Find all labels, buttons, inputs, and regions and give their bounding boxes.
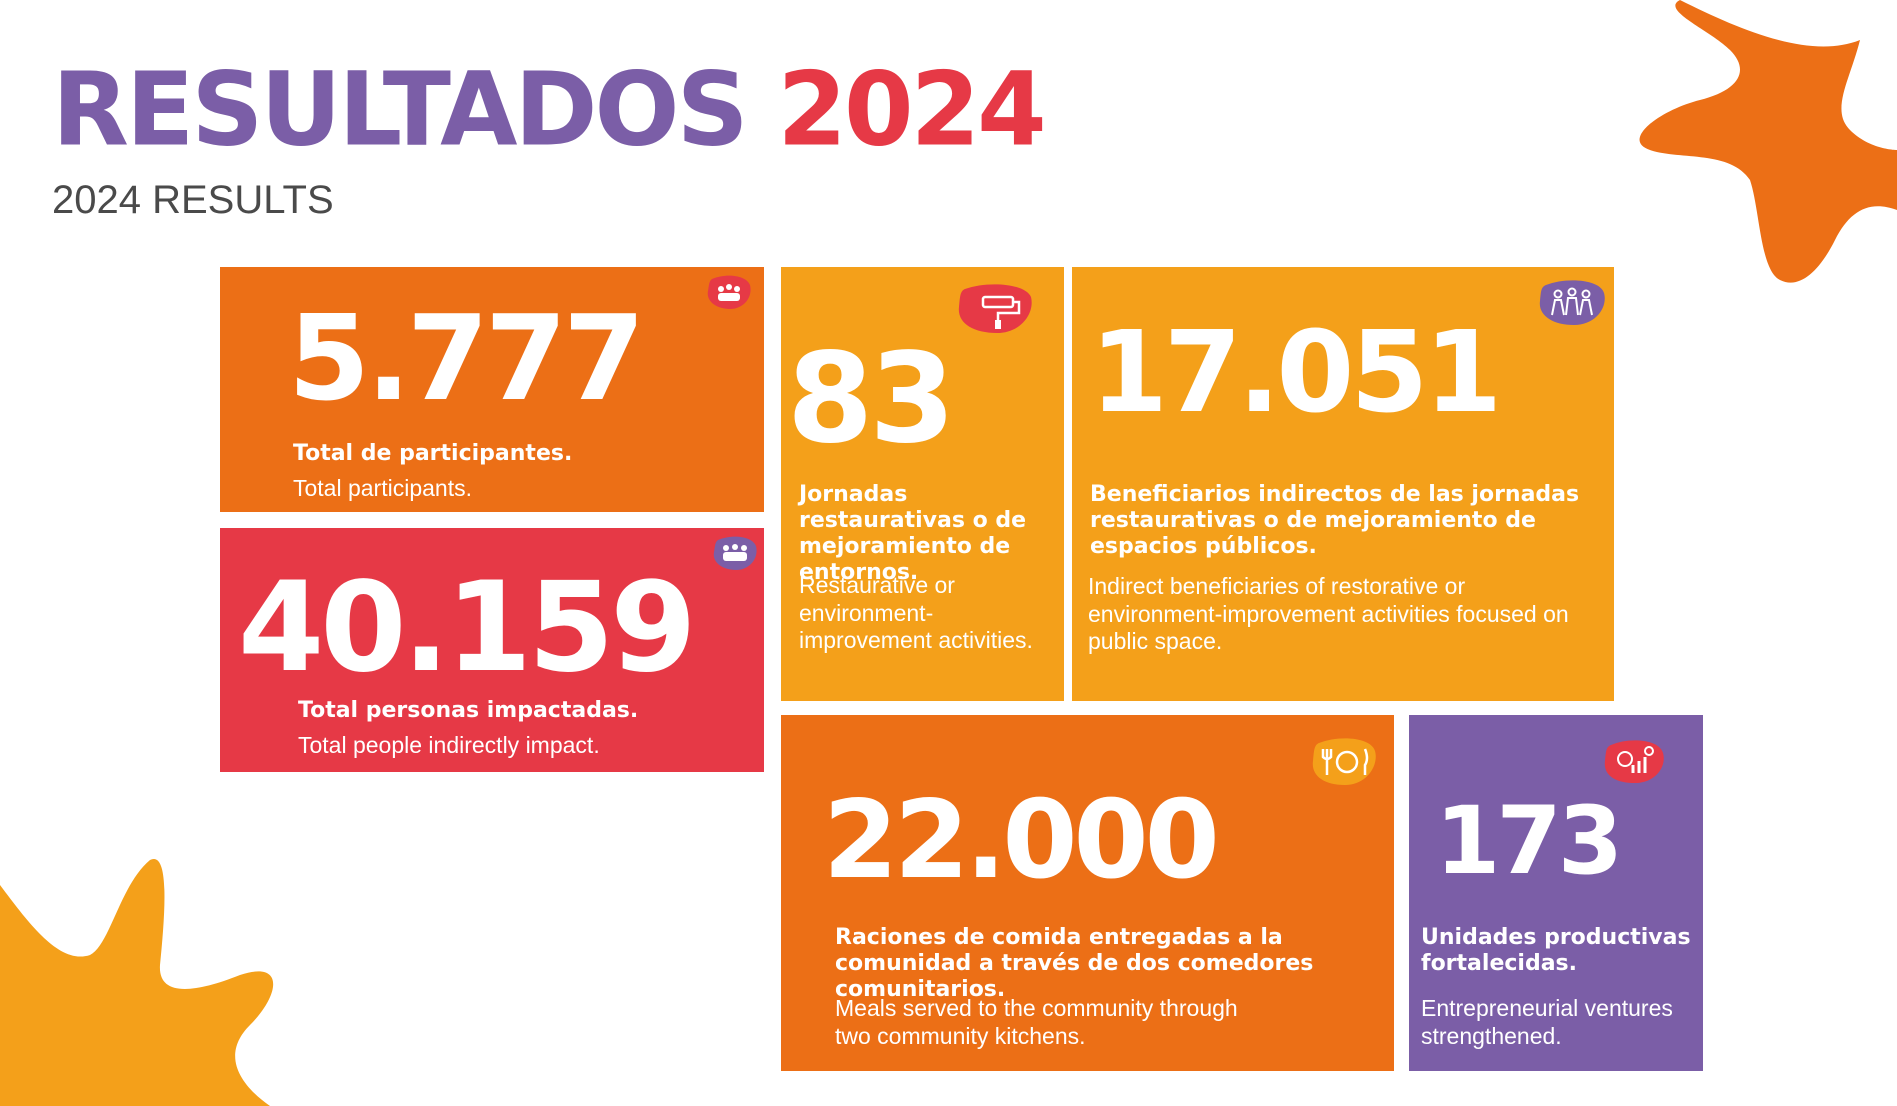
amber-flower-decoration-bottom-left <box>0 858 274 1106</box>
stat-sub: Entrepreneurial ventures strengthened. <box>1421 995 1673 1049</box>
people-group-icon <box>707 275 751 309</box>
stat-value: 173 <box>1435 787 1623 896</box>
stat-card-people-impacted: 40.159 Total personas impactadas. Total … <box>220 528 764 772</box>
stat-sub: Total people indirectly impact. <box>298 732 600 758</box>
stat-label: Raciones de comida entregadas a la comun… <box>835 925 1314 1002</box>
title-year: 2024 <box>777 49 1046 170</box>
stat-value: 22.000 <box>823 778 1220 903</box>
stat-label: Total de participantes. <box>293 441 573 466</box>
stat-card-meals-served: 22.000 Raciones de comida entregadas a l… <box>781 715 1394 1071</box>
stat-label: Unidades productivas fortalecidas. <box>1421 925 1691 976</box>
stat-card-indirect-beneficiaries: 17.051 Beneficiarios indirectos de las j… <box>1072 267 1614 701</box>
page-subtitle: 2024 RESULTS <box>52 178 334 222</box>
stat-label: Jornadas restaurativas o de mejoramiento… <box>799 482 1027 585</box>
family-group-icon <box>1539 280 1605 325</box>
stat-sub: Total participants. <box>293 475 472 501</box>
stat-sub: Indirect beneficiaries of restorative or… <box>1088 573 1569 655</box>
stat-sub: Meals served to the community through tw… <box>835 995 1238 1049</box>
family-icon <box>713 536 757 570</box>
plate-cutlery-icon <box>1312 738 1376 785</box>
stat-sub: Restaurative or environment-improvement … <box>799 572 1033 654</box>
business-growth-icon <box>1604 740 1664 783</box>
stat-card-participants: 5.777 Total de participantes. Total part… <box>220 267 764 512</box>
stat-label: Beneficiarios indirectos de las jornadas… <box>1090 482 1580 559</box>
stat-value: 40.159 <box>238 556 697 700</box>
title-main: RESULTADOS <box>52 49 749 170</box>
page-title: RESULTADOS 2024 <box>52 58 1047 161</box>
stat-value: 5.777 <box>288 289 645 427</box>
stat-value: 17.051 <box>1090 308 1502 438</box>
stat-value: 83 <box>787 327 956 471</box>
orange-flower-decoration-top-right <box>1639 0 1897 283</box>
stat-label: Total personas impactadas. <box>298 698 639 723</box>
paint-roller-icon <box>958 284 1032 333</box>
stat-card-restorative-activities: 83 Jornadas restaurativas o de mejoramie… <box>781 267 1064 701</box>
stat-card-productive-units: 173 Unidades productivas fortalecidas. E… <box>1409 715 1703 1071</box>
